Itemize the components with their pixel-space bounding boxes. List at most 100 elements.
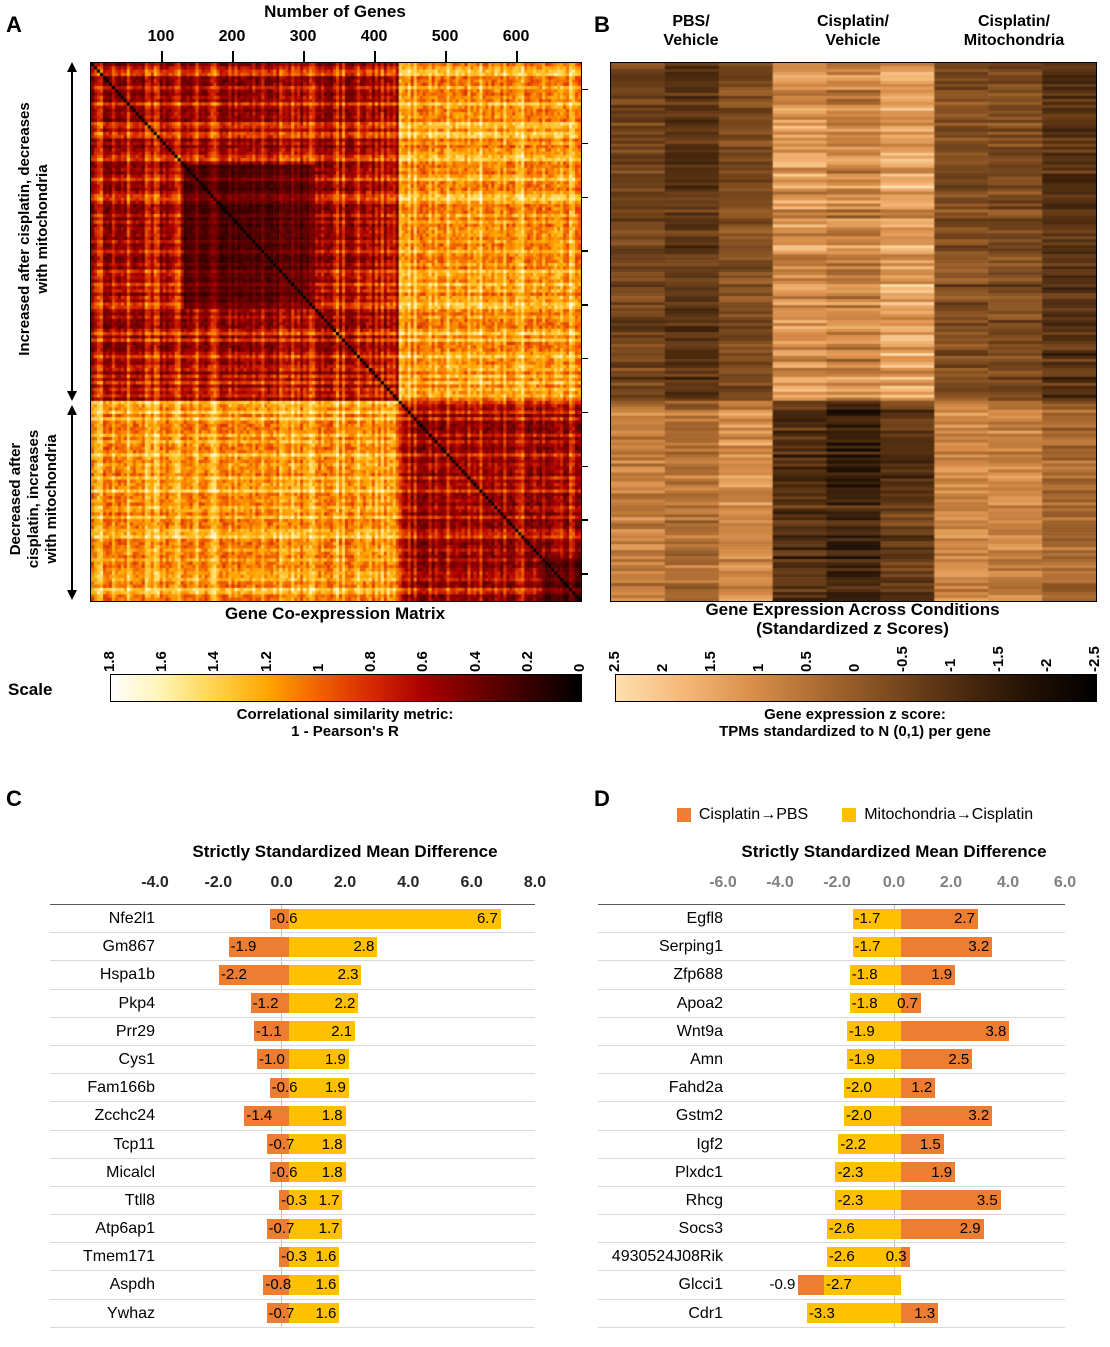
bar-row: Ywhaz -0.7 1.6 bbox=[50, 1300, 535, 1328]
bar-Mitochondria→Cisplatin bbox=[288, 993, 359, 1014]
colorbar-a-caption-2: 1 - Pearson's R bbox=[291, 723, 399, 740]
right-tick-mark bbox=[582, 357, 588, 360]
bar-plot: -0.3 1.6 bbox=[162, 1243, 535, 1270]
right-tick-mark bbox=[582, 519, 588, 521]
right-tick-mark bbox=[582, 304, 588, 306]
bar-value-label: -1.9 bbox=[230, 938, 257, 956]
x-tick-label: 200 bbox=[218, 28, 246, 45]
gene-label: Socs3 bbox=[678, 1220, 723, 1238]
axis-tick-label: -4.0 bbox=[766, 874, 794, 891]
bar-Mitochondria→Cisplatin bbox=[806, 1303, 901, 1324]
colorbar-tick-label: 1.2 bbox=[257, 651, 275, 672]
bar-value-label: -0.6 bbox=[271, 1163, 298, 1181]
bar-Cisplatin→PBS bbox=[901, 993, 921, 1014]
bar-Cisplatin→PBS bbox=[266, 1218, 289, 1239]
bar-row: Socs3 -2.6 2.9 bbox=[598, 1215, 1065, 1244]
label-line: Mitochondria bbox=[963, 32, 1065, 49]
bar-value-label: -1.7 bbox=[854, 938, 881, 956]
bar-plot: -1.8 0.7 bbox=[730, 990, 1065, 1017]
gene-label: Ywhaz bbox=[106, 1304, 155, 1322]
bar-Cisplatin→PBS bbox=[250, 993, 289, 1014]
bar-Mitochondria→Cisplatin bbox=[846, 1021, 901, 1042]
bar-value-label: 1.2 bbox=[911, 1079, 933, 1097]
bar-row: Fam166b -0.6 1.9 bbox=[50, 1074, 535, 1103]
bar-Mitochondria→Cisplatin bbox=[824, 1274, 901, 1295]
bar-Cisplatin→PBS bbox=[901, 1218, 984, 1239]
bar-plot: -0.6 1.8 bbox=[162, 1159, 535, 1186]
panel-a-letter: A bbox=[6, 12, 22, 37]
right-tick-mark bbox=[582, 411, 588, 414]
bar-value-label: 2.9 bbox=[959, 1220, 981, 1238]
ssmd-c-title: Strictly Standardized Mean Difference bbox=[192, 842, 498, 861]
axis-tick-label: -2.0 bbox=[823, 874, 851, 891]
bar-value-label: 1.8 bbox=[321, 1107, 343, 1125]
x-tick-mark bbox=[303, 51, 305, 62]
bar-plot: -2.0 3.2 bbox=[730, 1102, 1065, 1129]
label-line: with mitochondria bbox=[34, 164, 51, 294]
bar-row: Tcp11 -0.7 1.8 bbox=[50, 1131, 535, 1159]
bar-Mitochondria→Cisplatin bbox=[826, 1218, 901, 1239]
ssmd-chart-c: Nfe2l1 -0.6 6.7 Gm867 -1.9 2.8 Hspa1b -2.2 2.3 Pk… bbox=[50, 904, 535, 1328]
bar-row: Zcchc24 -1.4 1.8 bbox=[50, 1102, 535, 1131]
bar-row: Egfl8 -1.7 2.7 bbox=[598, 905, 1065, 934]
label-line: Increased after cisplatin, decreases bbox=[16, 102, 33, 356]
bar-Cisplatin→PBS bbox=[263, 1274, 289, 1295]
label-line: PBS/ bbox=[672, 13, 710, 30]
gene-label: Zcchc24 bbox=[94, 1107, 155, 1125]
bar-plot: -2.6 2.9 bbox=[730, 1215, 1065, 1242]
gene-label: Gstm2 bbox=[675, 1107, 723, 1125]
right-tick-mark bbox=[582, 250, 588, 252]
colorbar-zscore bbox=[615, 674, 1097, 702]
bar-value-label: 6.7 bbox=[476, 910, 498, 927]
coexpression-x-axis-title: Number of Genes bbox=[264, 2, 406, 21]
bar-value-label: 2.3 bbox=[337, 966, 359, 984]
axis-tick-label: 6.0 bbox=[1053, 874, 1077, 891]
bar-Mitochondria→Cisplatin bbox=[288, 1134, 346, 1154]
bar-plot: -2.2 2.3 bbox=[162, 961, 535, 988]
x-tick-label: 500 bbox=[431, 28, 459, 45]
bar-Cisplatin→PBS bbox=[901, 1021, 1010, 1042]
bar-value-label: -2.2 bbox=[221, 966, 247, 984]
bar-Mitochondria→Cisplatin bbox=[288, 936, 378, 957]
colorbar-tick-label: 0 bbox=[571, 663, 588, 672]
bar-value-label: 1.6 bbox=[315, 1248, 337, 1266]
bar-value-label: 1.6 bbox=[315, 1304, 337, 1322]
bar-value-label: 3.5 bbox=[976, 1191, 998, 1209]
bar-Cisplatin→PBS bbox=[901, 908, 978, 929]
bar-value-label: 1.9 bbox=[324, 1050, 346, 1068]
cluster-extent-arrows bbox=[67, 62, 77, 600]
bar-row: Fahd2a -2.0 1.2 bbox=[598, 1074, 1065, 1103]
gene-label: 4930524J08Rik bbox=[611, 1248, 723, 1266]
axis-tick-label: 0.0 bbox=[882, 874, 906, 891]
gene-label: Hspa1b bbox=[99, 966, 155, 984]
x-tick-mark bbox=[232, 51, 234, 62]
axis-tick-label: 8.0 bbox=[523, 874, 547, 891]
bar-Cisplatin→PBS bbox=[269, 1162, 289, 1183]
bar-value-label: 1.3 bbox=[914, 1304, 936, 1322]
axis-tick-label: 0.0 bbox=[270, 874, 293, 891]
bar-value-label: -2.3 bbox=[837, 1191, 864, 1209]
bar-plot: -1.9 3.8 bbox=[730, 1018, 1065, 1045]
bar-plot: -0.6 6.7 bbox=[162, 905, 535, 932]
x-tick-mark bbox=[445, 51, 447, 62]
bar-row: Plxdc1 -2.3 1.9 bbox=[598, 1159, 1065, 1187]
axis-tick-label: -2.0 bbox=[204, 874, 233, 891]
bar-value-label: 1.5 bbox=[919, 1135, 941, 1153]
bar-Mitochondria→Cisplatin bbox=[838, 1134, 901, 1154]
bar-plot: -2.2 1.5 bbox=[730, 1131, 1065, 1158]
gene-label: Tcp11 bbox=[113, 1135, 155, 1153]
bar-row: Gstm2 -2.0 3.2 bbox=[598, 1102, 1065, 1131]
bar-Mitochondria→Cisplatin bbox=[288, 908, 501, 929]
colorbar-a-caption-1: Correlational similarity metric: bbox=[236, 706, 454, 723]
gene-label: Glcci1 bbox=[678, 1276, 723, 1294]
bar-row: Rhcg -2.3 3.5 bbox=[598, 1187, 1065, 1216]
gene-label: Zfp688 bbox=[673, 966, 723, 984]
right-tick-mark bbox=[582, 142, 588, 145]
gene-label: Cdr1 bbox=[688, 1304, 723, 1322]
bar-Mitochondria→Cisplatin bbox=[288, 1077, 349, 1098]
label-line: Cisplatin/ bbox=[977, 13, 1050, 30]
bar-row: Nfe2l1 -0.6 6.7 bbox=[50, 905, 535, 934]
bar-value-label: -0.6 bbox=[271, 1079, 298, 1097]
bar-value-label: -0.9 bbox=[769, 1276, 796, 1294]
